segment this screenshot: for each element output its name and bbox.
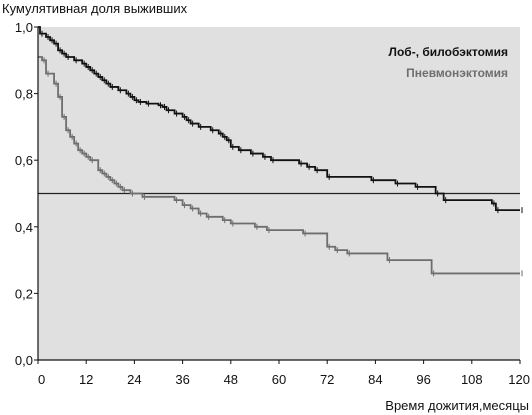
legend-entry-2: Пневмонэктомия — [406, 66, 508, 80]
y-tick-label: 0,6 — [15, 153, 33, 168]
y-tick-labels: 0,0 0,2 0,4 0,6 0,8 1,0 — [15, 20, 33, 368]
x-tick-label: 120 — [508, 372, 530, 387]
y-axis-title: Кумулятивная доля выживших — [2, 1, 188, 16]
x-tick-label: 72 — [320, 372, 334, 387]
x-tick-label: 12 — [79, 372, 93, 387]
x-axis-title: Время дожития,месяцы — [385, 398, 529, 413]
x-tick-label: 96 — [416, 372, 430, 387]
y-tick-label: 0,4 — [15, 220, 33, 235]
y-tick-label: 0,2 — [15, 286, 33, 301]
series-lines — [38, 26, 523, 277]
x-tick-label: 108 — [461, 372, 483, 387]
x-tick-label: 48 — [224, 372, 238, 387]
x-tick-label: 60 — [272, 372, 286, 387]
y-tick-label: 1,0 — [15, 20, 33, 35]
legend: Лоб-, билобэктомия Пневмонэктомия — [389, 45, 508, 80]
x-tick-label: 84 — [368, 372, 382, 387]
x-tick-label: 36 — [175, 372, 189, 387]
x-tick-labels: 0 12 24 36 48 60 72 84 96 108 120 — [38, 372, 530, 387]
y-tick-label: 0,0 — [15, 353, 33, 368]
y-tick-label: 0,8 — [15, 87, 33, 102]
x-tick-label: 24 — [127, 372, 141, 387]
legend-entry-1: Лоб-, билобэктомия — [389, 45, 508, 59]
tick-marks — [34, 26, 521, 364]
x-tick-label: 0 — [38, 372, 45, 387]
